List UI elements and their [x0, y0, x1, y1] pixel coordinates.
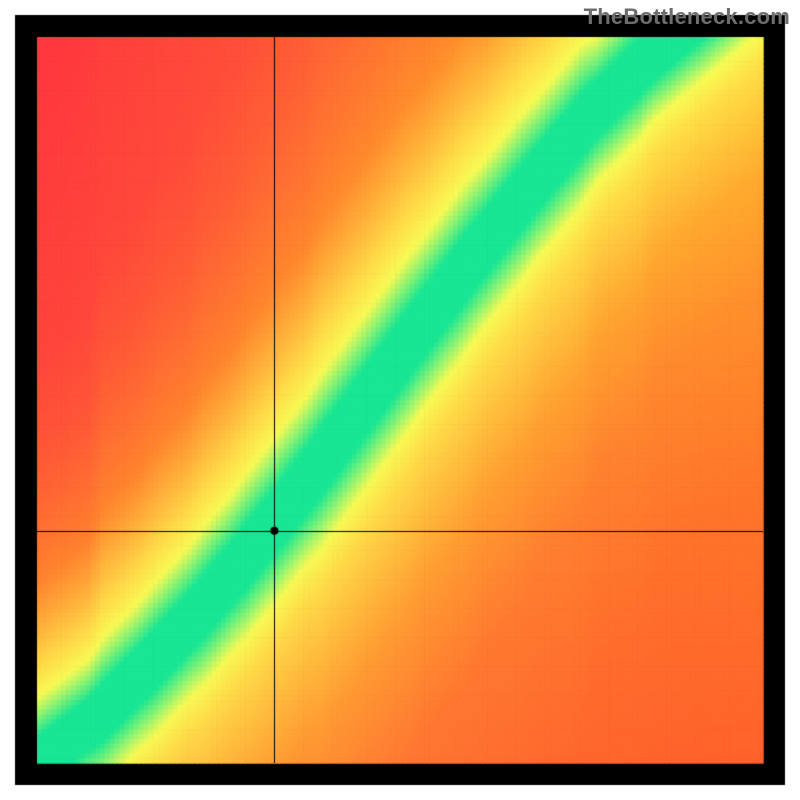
bottleneck-heatmap	[0, 0, 800, 800]
watermark-text: TheBottleneck.com	[584, 4, 790, 30]
